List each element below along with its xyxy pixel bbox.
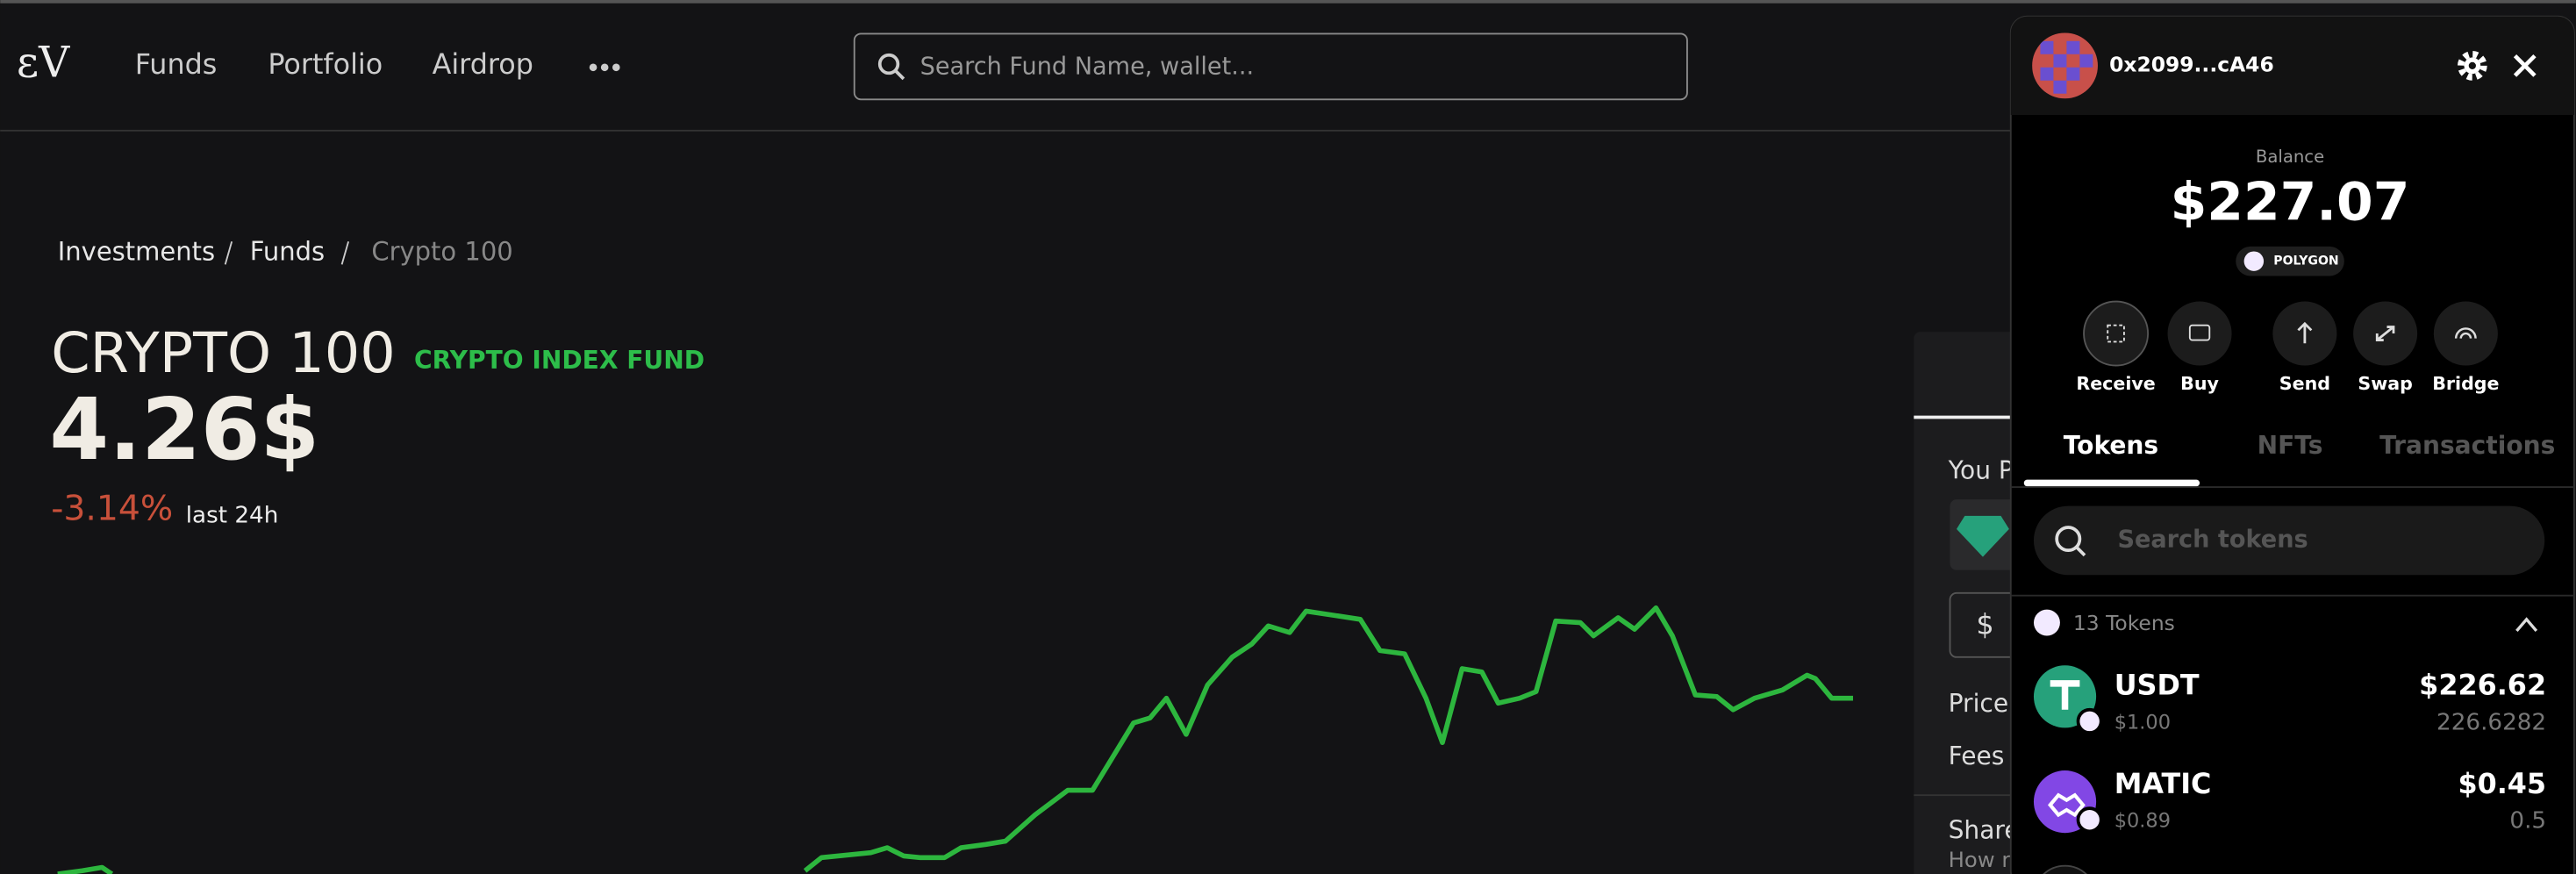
token-symbol: USDT	[2114, 669, 2200, 702]
tether-icon	[1956, 515, 2009, 557]
collapse-chevron[interactable]	[2515, 617, 2538, 633]
token-row[interactable]: MATIC $0.89 $0.45 0.5	[2033, 767, 2546, 835]
network-icon	[2033, 609, 2060, 636]
trade-label: Price	[1949, 689, 2009, 718]
token-amount: 226.6282	[2436, 709, 2546, 735]
tab[interactable]: NFTs	[2258, 431, 2323, 460]
breadcrumb-current: Crypto 100	[371, 236, 512, 266]
price-line	[57, 864, 114, 874]
token-price: $1.00	[2114, 711, 2171, 734]
action-label: Bridge	[2432, 373, 2499, 394]
card-icon	[2188, 324, 2211, 341]
token-count: 13 Tokens	[2073, 611, 2175, 635]
network-pill[interactable]	[2236, 246, 2344, 276]
tab-indicator	[2023, 479, 2200, 487]
action-label: Send	[2279, 373, 2330, 394]
action-button[interactable]	[2167, 301, 2232, 366]
breadcrumb-separator	[224, 240, 233, 265]
token-search[interactable]	[2033, 505, 2545, 576]
tab[interactable]: Transactions	[2379, 431, 2555, 460]
more-menu[interactable]	[589, 63, 620, 72]
price-change: -3.14%	[51, 490, 173, 529]
bridge-icon	[2454, 327, 2477, 339]
swap-icon	[2375, 326, 2395, 341]
balance: $227.07	[2171, 172, 2410, 233]
action-label: Buy	[2180, 373, 2219, 394]
token-price: $0.89	[2114, 810, 2171, 833]
trade-label: Share	[1949, 815, 2020, 844]
fund-tag: CRYPTO INDEX FUND	[414, 346, 705, 375]
close-button[interactable]	[2513, 54, 2537, 77]
tether-mark	[2050, 680, 2080, 710]
token-search-placeholder: Search tokens	[2117, 526, 2308, 553]
search-icon	[877, 53, 905, 81]
breadcrumb-item[interactable]: Funds	[250, 236, 325, 266]
logo[interactable]: εV	[17, 38, 70, 87]
trade-label: Fees	[1949, 741, 2005, 770]
send-icon	[2297, 321, 2313, 344]
nav-link[interactable]: Funds	[135, 47, 218, 81]
breadcrumb-item[interactable]: Investments	[58, 236, 215, 266]
search-placeholder: Search Fund Name, wallet...	[920, 53, 1255, 80]
network-name: POLYGON	[2273, 254, 2338, 269]
wallet-address[interactable]: 0x2099...cA46	[2109, 52, 2274, 76]
trade-hint: How r	[1949, 847, 2011, 872]
matic-mark	[2048, 792, 2086, 818]
wallet-avatar	[2032, 32, 2098, 99]
search-box[interactable]	[853, 32, 1688, 101]
token-icon	[2043, 864, 2087, 874]
currency-symbol: $	[1976, 607, 1993, 641]
action-label: Receive	[2076, 373, 2155, 394]
qr-icon	[2107, 324, 2125, 343]
trade-label: You P	[1948, 455, 2014, 484]
breadcrumb-separator	[340, 240, 350, 265]
action-label: Swap	[2358, 373, 2412, 394]
balance-label: Balance	[2256, 147, 2324, 167]
fund-price: 4.26$	[49, 380, 319, 479]
token-value: $226.62	[2419, 669, 2546, 702]
wallet-actions: Receive Buy Send Swap Bridge	[2076, 300, 2500, 394]
settings-button[interactable]	[2457, 51, 2487, 81]
chain-badge	[2076, 707, 2103, 734]
network-icon	[2243, 251, 2265, 271]
change-period: last 24h	[186, 502, 279, 528]
token-row[interactable]: USDT $1.00 $226.62 226.6282	[2033, 665, 2546, 735]
fund-name: CRYPTO 100	[51, 321, 396, 386]
token-symbol: MATIC	[2114, 767, 2212, 800]
tab[interactable]: Tokens	[2064, 431, 2158, 460]
search-icon	[2055, 526, 2086, 557]
trade-panel	[1914, 332, 2029, 874]
wallet-header	[2010, 16, 2574, 116]
token-amount: 0.5	[2509, 808, 2546, 835]
token-value: $0.45	[2458, 767, 2546, 800]
chain-badge	[2076, 806, 2103, 834]
top-border	[0, 0, 2576, 4]
action-button[interactable]	[2083, 300, 2150, 367]
price-line	[803, 605, 1854, 873]
nav-link[interactable]: Airdrop	[433, 47, 533, 81]
nav-link[interactable]: Portfolio	[268, 47, 383, 81]
